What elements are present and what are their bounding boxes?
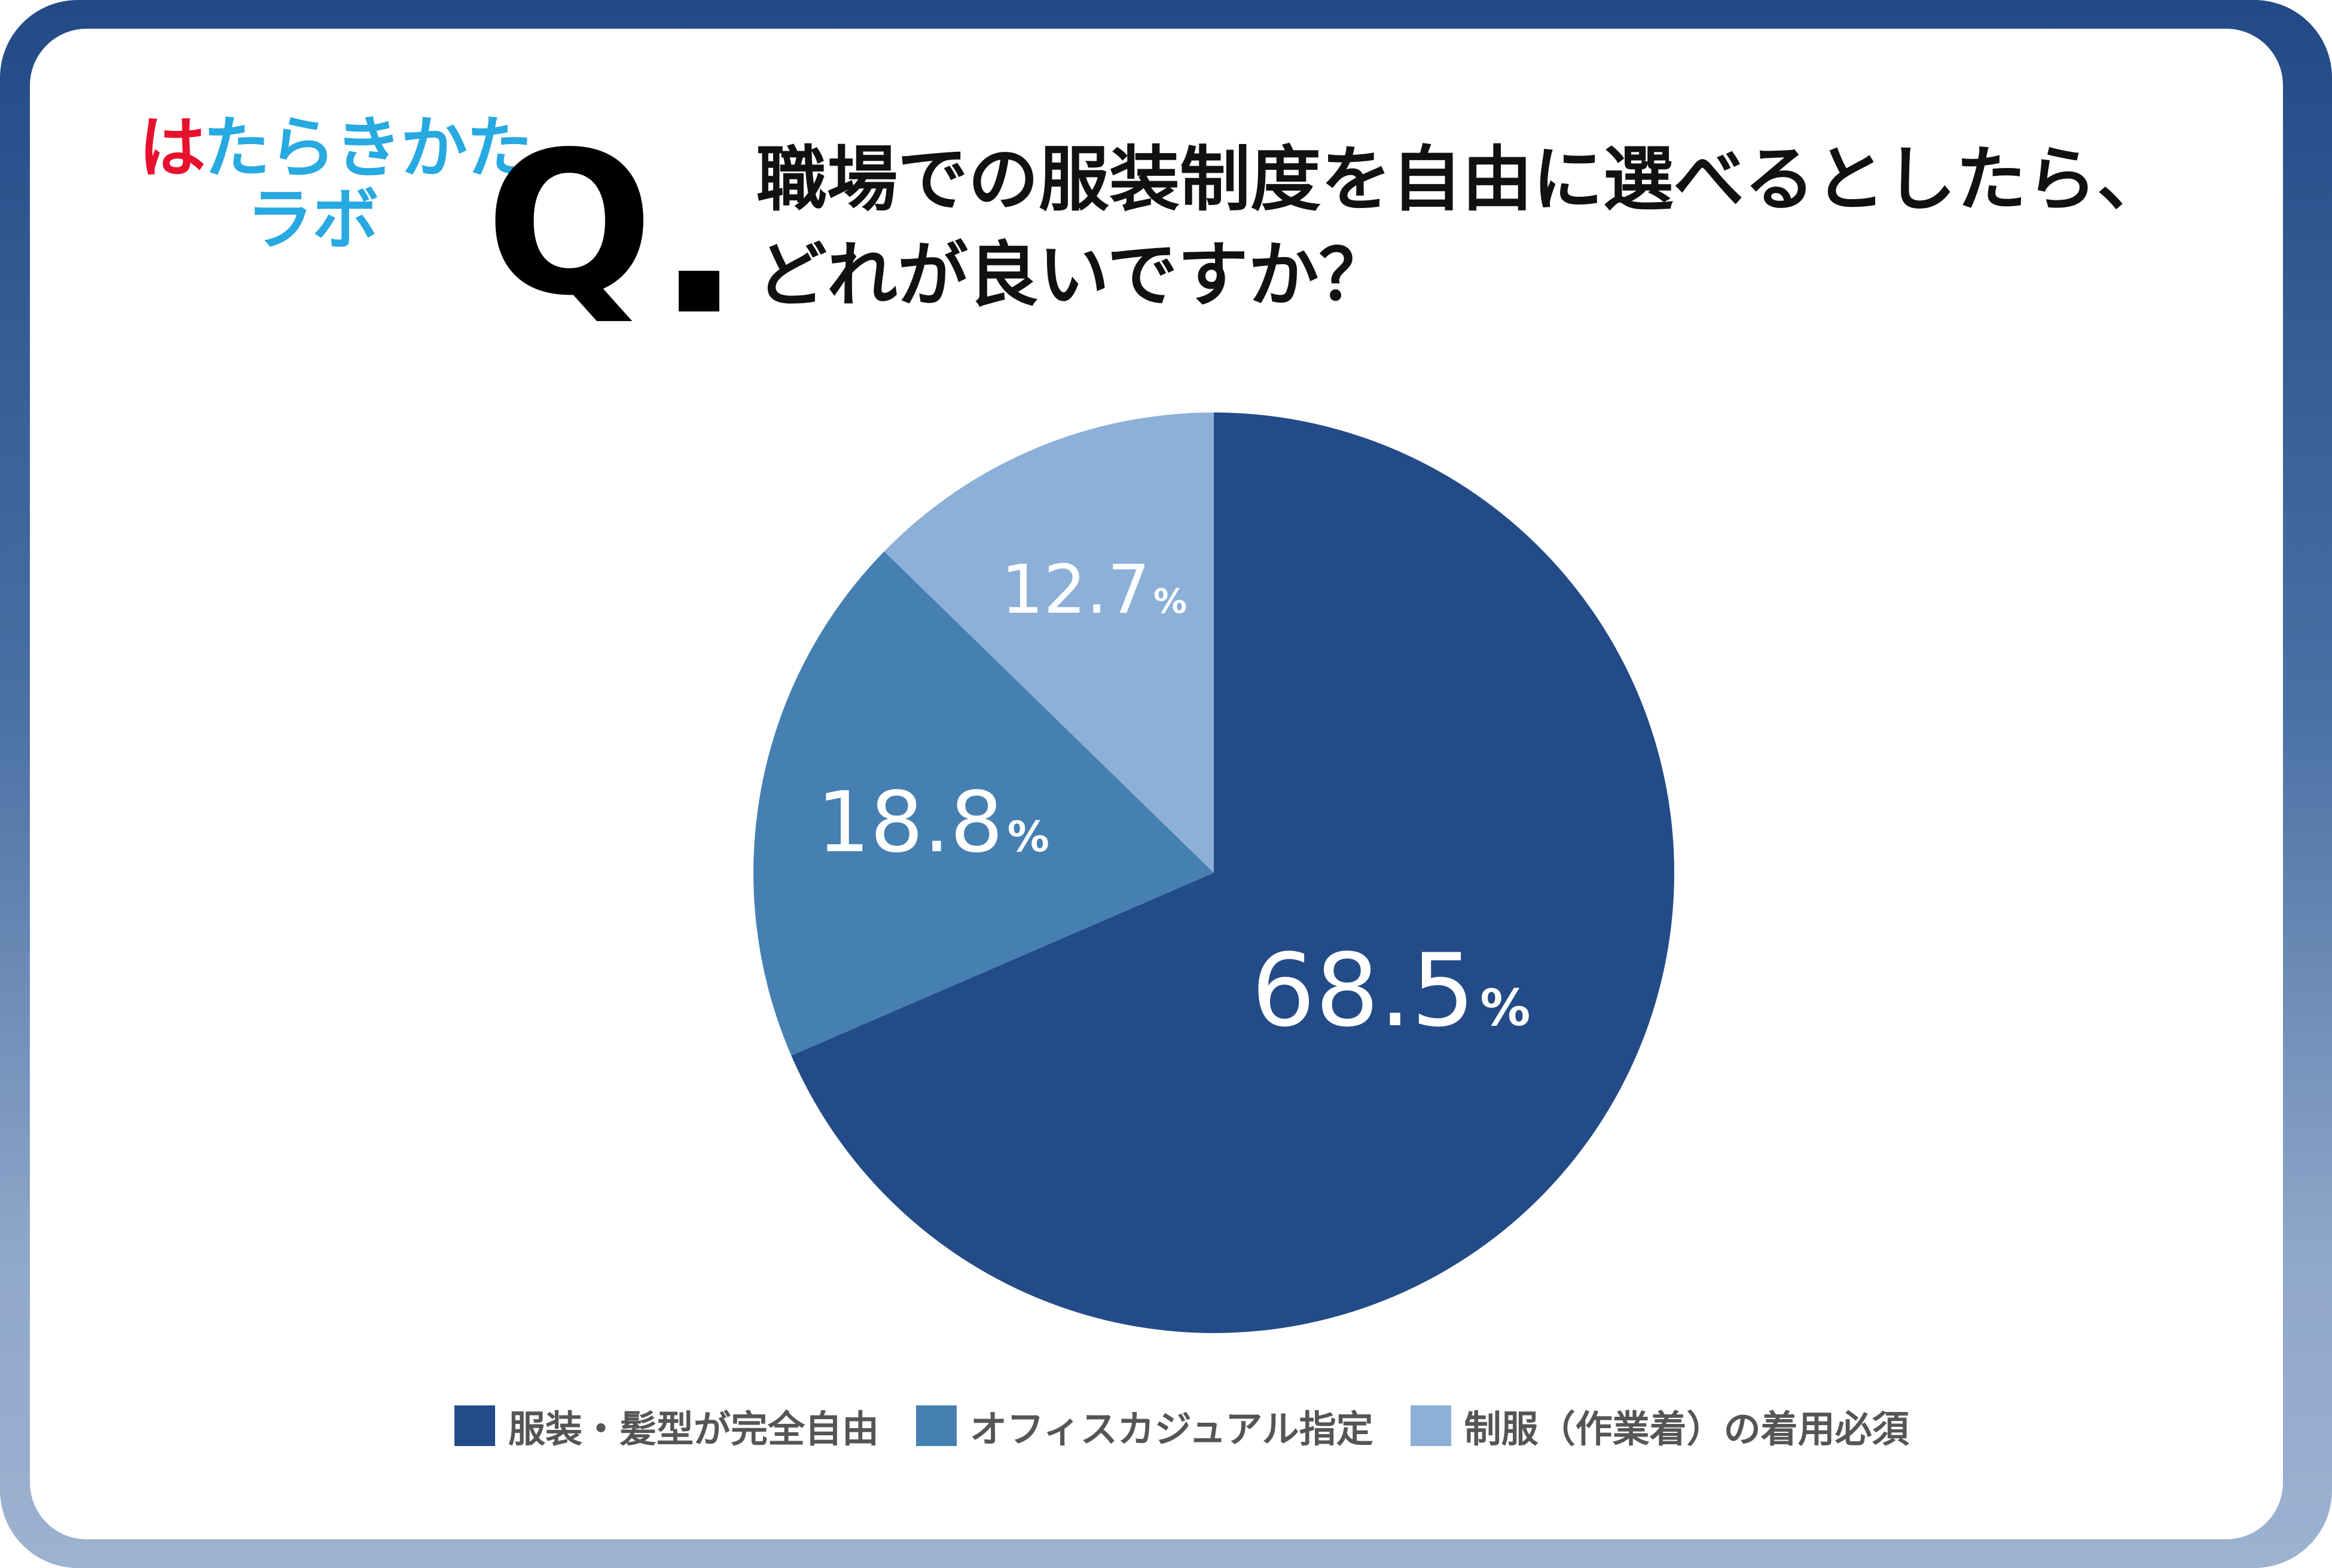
pie-data-label-1: 68.5% <box>1252 932 1531 1049</box>
question-text: 職場での服装制度を自由に選べるとしたら、 どれが良いですか？ <box>756 132 2251 323</box>
question-line1: 職場での服装制度を自由に選べるとしたら、 <box>756 138 2168 221</box>
legend-item-1: 服装・髪型が完全自由 <box>454 1399 879 1453</box>
logo-chars-2: ラボ <box>246 181 379 259</box>
pie-slice-1 <box>791 412 1674 1333</box>
legend-label-1: 服装・髪型が完全自由 <box>508 1407 880 1451</box>
question-line2: どれが良いですか？ <box>756 234 1390 316</box>
legend-item-3: 制服（作業着）の着用必須 <box>1410 1399 1909 1453</box>
pie-data-label-3: 12.7% <box>1001 551 1187 629</box>
pie-slice-2 <box>753 551 1214 1056</box>
logo-line1: はたらきかた <box>139 115 533 182</box>
logo-char: は <box>139 109 204 187</box>
pie-data-label-2: 18.8% <box>817 774 1049 872</box>
hatarakikata-lab-logo: はたらきかた ラボ <box>139 115 533 258</box>
question-mark-q: Q <box>486 109 654 339</box>
legend-label-2: オフィスカジュアル指定 <box>970 1407 1373 1451</box>
legend-swatch-3 <box>1410 1405 1451 1446</box>
legend-swatch-1 <box>454 1405 495 1446</box>
chart-legend: 服装・髪型が完全自由 オフィスカジュアル指定 制服（作業着）の着用必須 <box>454 1399 1946 1453</box>
logo-chars: たらきかた <box>203 109 533 187</box>
q-period-square <box>679 271 719 311</box>
legend-swatch-2 <box>916 1405 957 1446</box>
legend-label-3: 制服（作業着）の着用必須 <box>1464 1407 1909 1451</box>
legend-item-2: オフィスカジュアル指定 <box>916 1399 1373 1453</box>
pie-slice-3 <box>884 412 1214 873</box>
logo-line2: ラボ <box>246 187 379 253</box>
